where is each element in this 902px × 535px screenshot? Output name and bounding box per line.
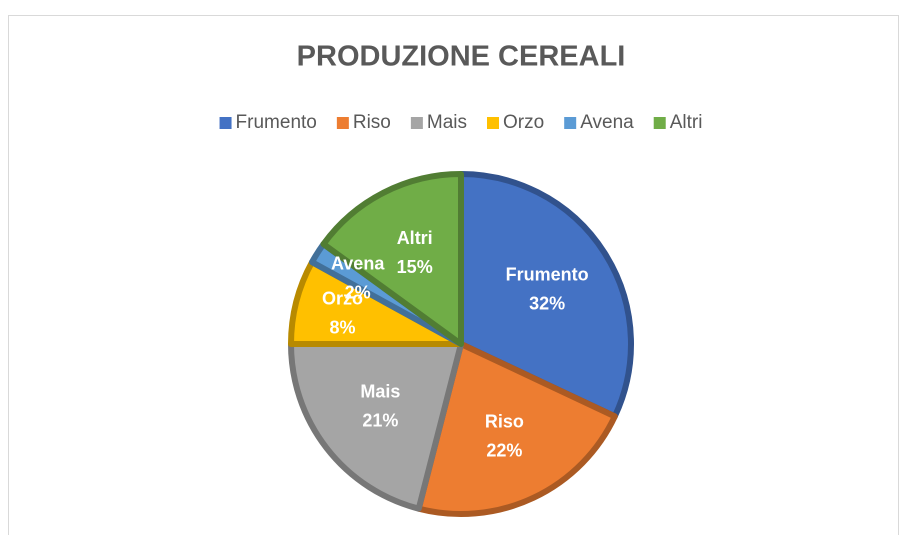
data-label-value: 2% (345, 282, 371, 302)
data-label: Mais 21% (360, 381, 400, 430)
data-label-value: 8% (329, 317, 355, 337)
legend-swatch (564, 117, 577, 129)
legend-swatch (653, 117, 666, 129)
data-label: Frumento 32% (506, 264, 589, 313)
legend-label: Avena (580, 112, 634, 133)
pie-slice (320, 171, 464, 347)
legend-label: Mais (427, 112, 467, 133)
legend-swatch (336, 117, 349, 129)
legend-label: Altri (670, 112, 703, 133)
data-label: Altri 15% (397, 228, 433, 277)
legend-swatch (410, 117, 423, 129)
data-label-category: Altri (397, 228, 433, 248)
data-label-value: 22% (486, 440, 522, 460)
data-label-value: 15% (397, 257, 433, 277)
pie-slice (458, 171, 634, 420)
data-labels: Frumento 32% Riso 22% Mais 21% Orzo 8% Avena 2% Al… (322, 228, 589, 460)
data-label: Orzo 8% (322, 288, 363, 337)
data-label-category: Riso (485, 411, 524, 431)
legend-label: Orzo (503, 112, 544, 133)
pie-slice (288, 341, 464, 512)
data-label-category: Frumento (506, 264, 589, 284)
legend-label: Riso (353, 112, 391, 133)
chart-title: PRODUZIONE CEREALI (297, 41, 626, 73)
data-label-category: Orzo (322, 288, 363, 308)
data-label-value: 32% (529, 293, 565, 313)
data-label: Riso 22% (485, 411, 524, 460)
legend-swatch (219, 117, 232, 129)
pie-slice (415, 341, 618, 517)
legend-label: Frumento (236, 112, 317, 133)
legend: Frumento Riso Mais Orzo Avena Altri (219, 112, 703, 133)
data-label-category: Avena (331, 253, 385, 273)
legend-swatch (487, 117, 499, 129)
data-label-category: Mais (360, 381, 400, 401)
data-label: Avena 2% (331, 253, 385, 302)
pie (288, 171, 634, 517)
data-label-value: 21% (362, 410, 398, 430)
